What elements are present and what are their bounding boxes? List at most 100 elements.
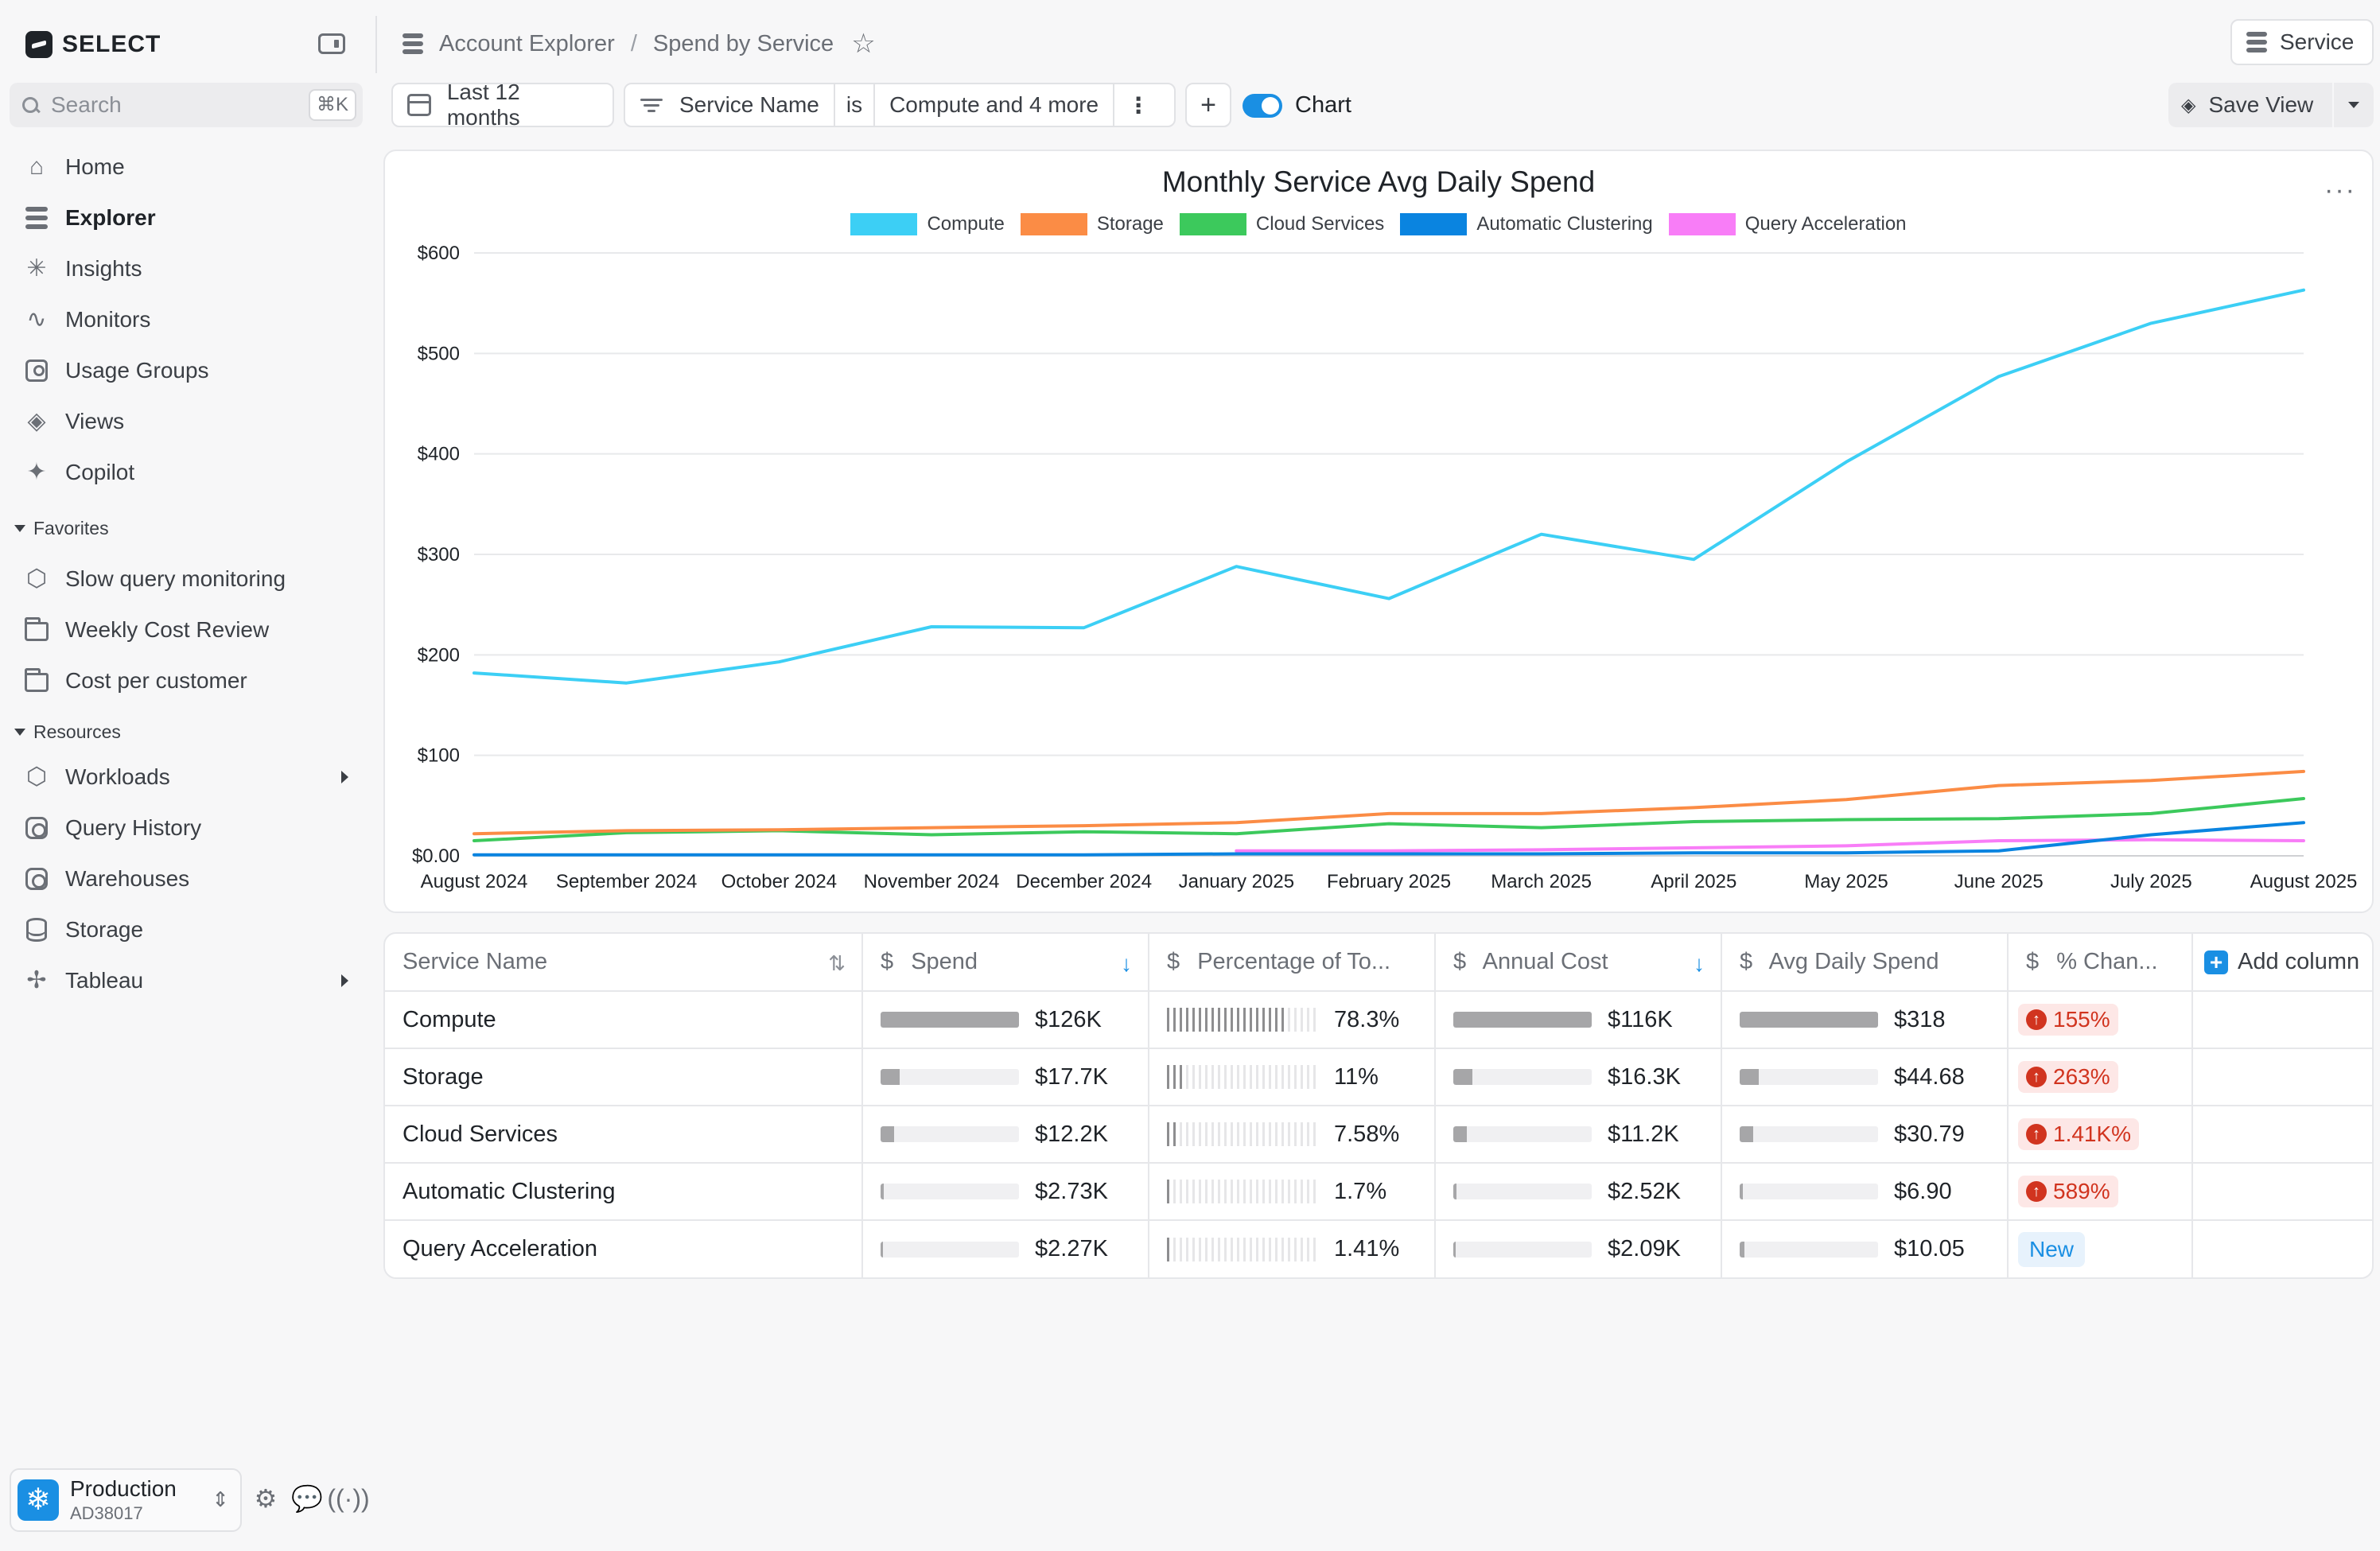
favorite-weekly-cost-review[interactable]: Weekly Cost Review — [22, 608, 356, 652]
sort-icon[interactable]: ⇅ — [828, 951, 846, 975]
cell-value: $44.68 — [1894, 1063, 1965, 1090]
annual-cost-cell: $11.2K — [1435, 1106, 1722, 1164]
x-tick-label: March 2025 — [1491, 871, 1592, 892]
breadcrumb-root[interactable]: Account Explorer — [439, 30, 615, 56]
table-row[interactable]: Query Acceleration $2.27K 1.41% $2.09K $10.0… — [385, 1220, 2372, 1277]
favorite-cost-per-customer[interactable]: Cost per customer — [22, 659, 356, 703]
save-view-label: Save View — [2208, 92, 2314, 117]
expand-caret-icon[interactable] — [341, 771, 348, 783]
bar-track — [881, 1069, 1019, 1085]
service-button[interactable]: Service — [2230, 19, 2374, 65]
y-tick-label: $100 — [418, 745, 460, 767]
explorer-icon — [402, 33, 423, 54]
copilot-icon: ✦ — [26, 459, 47, 485]
column-header-annual-cost[interactable]: $ Annual Cost ↓ — [1435, 934, 1722, 992]
filter-more-icon[interactable]: ⋮ — [1127, 92, 1150, 118]
bar-fill — [881, 1184, 884, 1199]
resource-query-history[interactable]: Query History — [22, 806, 356, 850]
column-header-percentage[interactable]: $ Percentage of To... — [1149, 934, 1436, 992]
resources-section-toggle[interactable]: Resources — [14, 717, 121, 746]
table-row[interactable]: Automatic Clustering $2.73K 1.7% $2.52K $6.9… — [385, 1163, 2372, 1221]
bar-track — [1740, 1012, 1878, 1028]
chat-icon[interactable]: 💬 — [291, 1484, 323, 1513]
favorite-slow-query-monitoring[interactable]: ⬡ Slow query monitoring — [22, 557, 356, 601]
bar-track — [1453, 1241, 1592, 1258]
column-header-percent-change[interactable]: $ % Chan... — [2008, 934, 2193, 992]
resource-storage[interactable]: Storage — [22, 908, 356, 952]
warehouse-icon — [22, 865, 51, 893]
legend-item[interactable]: Cloud Services — [1179, 213, 1385, 235]
favorite-label: Weekly Cost Review — [65, 617, 270, 642]
legend-label: Compute — [927, 213, 1005, 235]
broadcast-icon[interactable]: ((·)) — [327, 1483, 370, 1513]
resource-workloads[interactable]: ⬡ Workloads — [22, 755, 356, 799]
chart-legend: Compute Storage Cloud Services Automatic Cl… — [385, 213, 2372, 235]
filter-chip[interactable]: Service Name is Compute and 4 more ⋮ — [624, 83, 1176, 127]
save-view-dropdown[interactable] — [2334, 83, 2374, 127]
sidebar-item-explorer[interactable]: Explorer — [22, 196, 356, 240]
add-column-button[interactable]: + Add column — [2192, 934, 2372, 992]
table-row[interactable]: Compute $126K 78.3% $116K $318 ↑ 155% — [385, 991, 2372, 1049]
sort-desc-icon[interactable]: ↓ — [1694, 951, 1705, 976]
table-row[interactable]: Storage $17.7K 11% $16.3K $44.68 ↑ 263% — [385, 1048, 2372, 1106]
spend-cell: $2.73K — [862, 1163, 1149, 1221]
series-line-storage — [472, 769, 2305, 836]
column-header-service-name[interactable]: Service Name ⇅ — [385, 934, 863, 992]
search-input[interactable]: Search ⌘K — [10, 83, 363, 127]
sidebar-item-insights[interactable]: ✳ Insights — [22, 247, 356, 291]
column-header-label: Service Name — [402, 949, 548, 974]
filter-field[interactable]: Service Name — [625, 84, 835, 126]
more-options-icon[interactable]: ··· — [2324, 175, 2356, 205]
sidebar-item-label: Insights — [65, 256, 142, 281]
chart-toggle[interactable] — [1242, 94, 1282, 118]
percentage-cell: 1.41% — [1149, 1220, 1436, 1277]
table-row[interactable]: Cloud Services $12.2K 7.58% $11.2K $30.79 ↑ 1.… — [385, 1106, 2372, 1164]
legend-item[interactable]: Storage — [1020, 213, 1164, 235]
filter-operator[interactable]: is — [835, 84, 876, 126]
filter-value[interactable]: Compute and 4 more — [875, 84, 1115, 126]
legend-item[interactable]: Compute — [850, 213, 1005, 235]
y-tick-label: $200 — [418, 644, 460, 666]
legend-swatch — [1020, 213, 1087, 235]
legend-item[interactable]: Automatic Clustering — [1400, 213, 1653, 235]
brand-logo-icon — [25, 31, 52, 58]
star-icon[interactable]: ☆ — [851, 29, 876, 59]
save-view-button[interactable]: ◈ Save View — [2168, 83, 2374, 127]
cell-value: $10.05 — [1894, 1236, 1965, 1261]
stripe-fill — [1167, 1122, 1179, 1146]
empty-cell — [2192, 991, 2372, 1049]
sidebar-item-monitors[interactable]: ∿ Monitors — [22, 297, 356, 342]
service-name-cell: Query Acceleration — [385, 1220, 863, 1277]
bar-track — [1453, 1012, 1592, 1028]
sidebar-item-views[interactable]: ◈ Views — [22, 399, 356, 444]
brand[interactable]: SELECT — [25, 29, 161, 60]
cell-value: $2.27K — [1035, 1236, 1108, 1261]
resource-warehouses[interactable]: Warehouses — [22, 857, 356, 901]
account-switcher[interactable]: ❄ Production AD38017 ⇕ — [10, 1468, 242, 1532]
resource-label: Tableau — [65, 968, 144, 993]
bar-cell: $2.73K — [881, 1179, 1130, 1205]
legend-label: Cloud Services — [1255, 213, 1385, 235]
expand-caret-icon[interactable] — [341, 974, 348, 987]
x-tick-label: October 2024 — [721, 871, 837, 892]
bar-fill — [881, 1012, 1019, 1028]
legend-swatch — [850, 213, 918, 235]
folder-icon — [22, 667, 51, 695]
collapse-sidebar-icon[interactable] — [318, 33, 345, 54]
add-filter-button[interactable]: + — [1185, 83, 1231, 127]
sidebar-item-usage-groups[interactable]: Usage Groups — [22, 348, 356, 393]
column-header-spend[interactable]: $ Spend ↓ — [862, 934, 1149, 992]
settings-icon[interactable]: ⚙ — [254, 1484, 278, 1513]
sort-desc-icon[interactable]: ↓ — [1121, 951, 1132, 976]
legend-label: Automatic Clustering — [1476, 213, 1653, 235]
x-tick-label: May 2025 — [1804, 871, 1888, 892]
sidebar-item-copilot[interactable]: ✦ Copilot — [22, 450, 356, 495]
legend-item[interactable]: Query Acceleration — [1668, 213, 1907, 235]
sidebar-item-home[interactable]: ⌂ Home — [22, 145, 356, 189]
date-range-picker[interactable]: Last 12 months — [391, 80, 614, 130]
column-header-avg-daily-spend[interactable]: $ Avg Daily Spend — [1721, 934, 2009, 992]
bar-track — [881, 1012, 1019, 1028]
bar-track — [1453, 1069, 1592, 1085]
favorites-section-toggle[interactable]: Favorites — [14, 514, 109, 542]
resource-tableau[interactable]: ✢ Tableau — [22, 958, 356, 1003]
